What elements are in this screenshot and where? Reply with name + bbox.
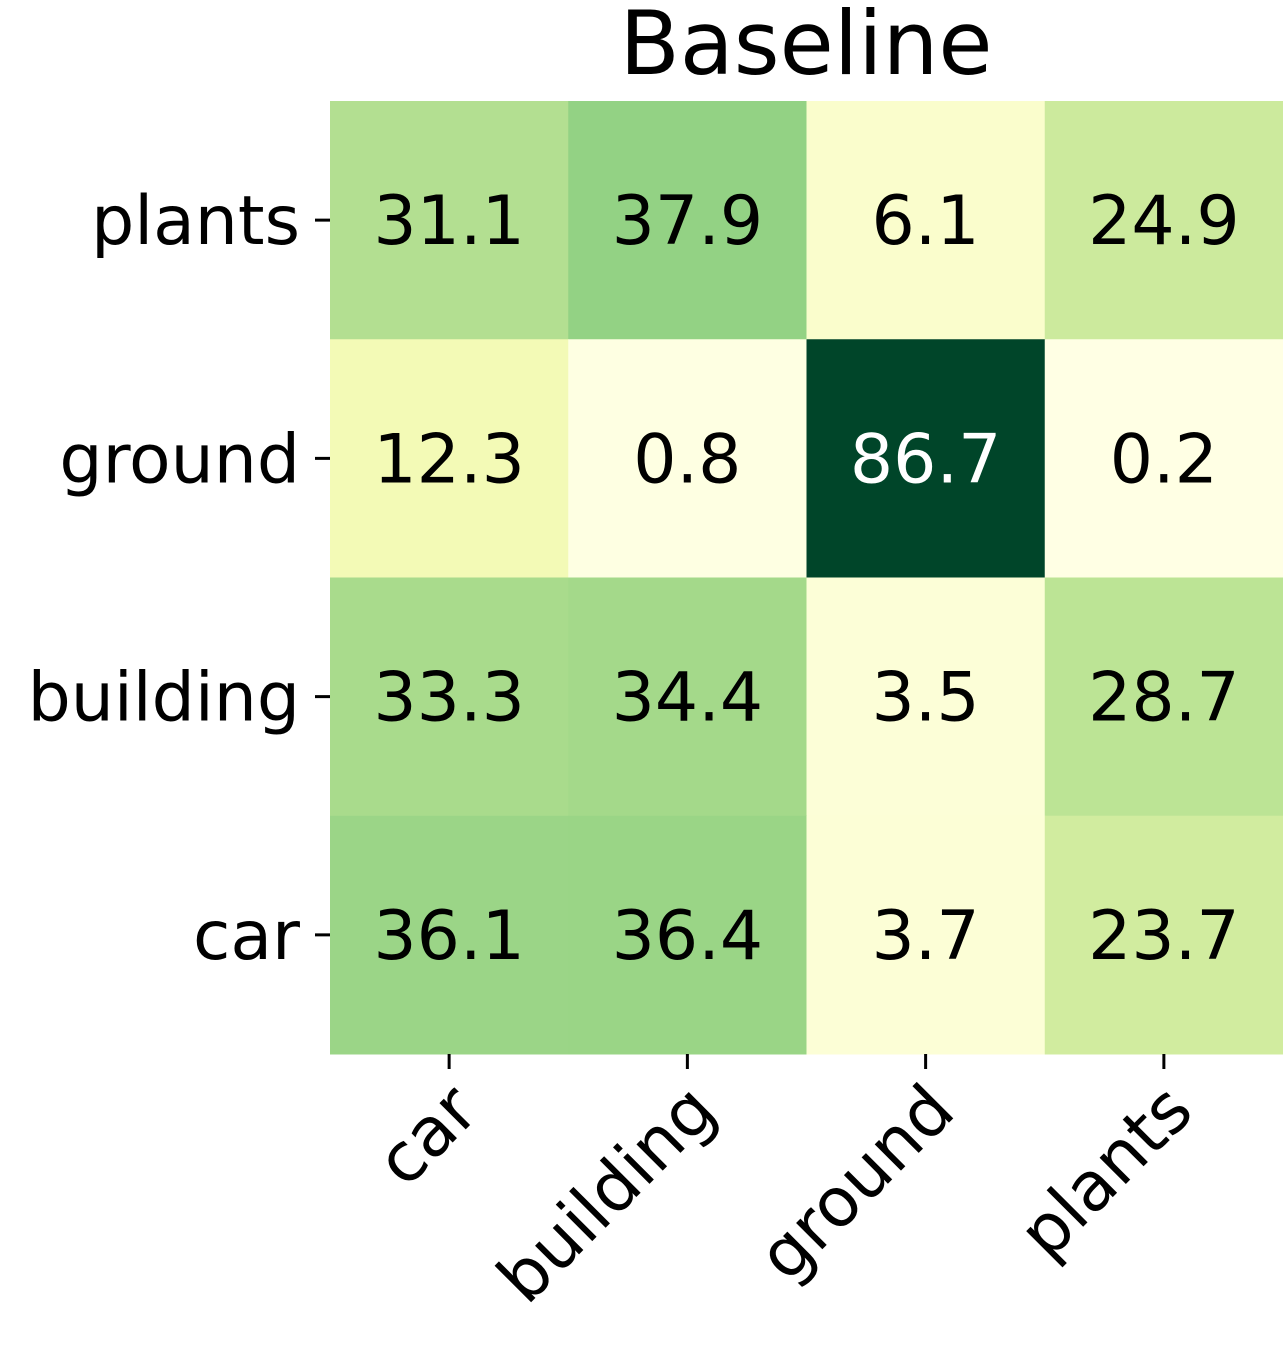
heatmap-cells	[330, 101, 1283, 1055]
heatmap-cell	[806, 577, 1046, 817]
heatmap-cell	[1044, 577, 1283, 817]
x-tick-label: plants	[1004, 1070, 1208, 1274]
cell-value-label: 23.7	[1088, 897, 1239, 976]
x-tick-label: car	[362, 1070, 494, 1202]
chart-title: Baseline	[619, 0, 992, 95]
heatmap-cell	[568, 577, 807, 817]
cell-value-label: 3.5	[872, 659, 980, 738]
heatmap-cell	[1044, 815, 1283, 1055]
cell-value-label: 3.7	[872, 897, 980, 976]
heatmap-cell	[1044, 101, 1283, 340]
heatmap-cell	[330, 815, 569, 1055]
x-tick-label: ground	[744, 1070, 970, 1296]
cell-value-label: 33.3	[373, 659, 524, 738]
heatmap-cell	[330, 101, 569, 340]
y-tick-label: building	[28, 659, 300, 738]
cell-value-label: 36.4	[612, 897, 763, 976]
heatmap-cell	[568, 339, 807, 578]
heatmap-cell	[806, 339, 1046, 578]
cell-value-label: 0.2	[1110, 420, 1218, 499]
cell-value-label: 86.7	[850, 420, 1001, 499]
cell-value-labels: 31.1 37.9 6.1 24.9 12.3 0.8 86.7 0.2 33.3 34.4 3.5…	[373, 182, 1239, 976]
cell-value-label: 12.3	[373, 420, 524, 499]
y-tick-label: car	[193, 897, 300, 976]
cell-value-label: 36.1	[373, 897, 524, 976]
heatmap-cell	[330, 577, 569, 817]
cell-value-label: 37.9	[612, 182, 763, 261]
heatmap-cell	[1044, 339, 1283, 578]
heatmap-cell	[568, 815, 807, 1055]
cell-value-label: 24.9	[1088, 182, 1239, 261]
heatmap-cell	[330, 339, 569, 578]
cell-value-label: 28.7	[1088, 659, 1239, 738]
y-tick-label: plants	[91, 182, 300, 261]
cell-value-label: 0.8	[633, 420, 741, 499]
heatmap-cell	[806, 101, 1046, 340]
heatmap-cell	[806, 815, 1046, 1055]
cell-value-label: 31.1	[373, 182, 524, 261]
x-tick-label: building	[483, 1070, 731, 1318]
y-tick-label: ground	[59, 420, 300, 499]
y-axis: plants ground building car	[28, 182, 330, 976]
cell-value-label: 6.1	[872, 182, 980, 261]
cell-value-label: 34.4	[612, 659, 763, 738]
heatmap-cell	[568, 101, 807, 340]
